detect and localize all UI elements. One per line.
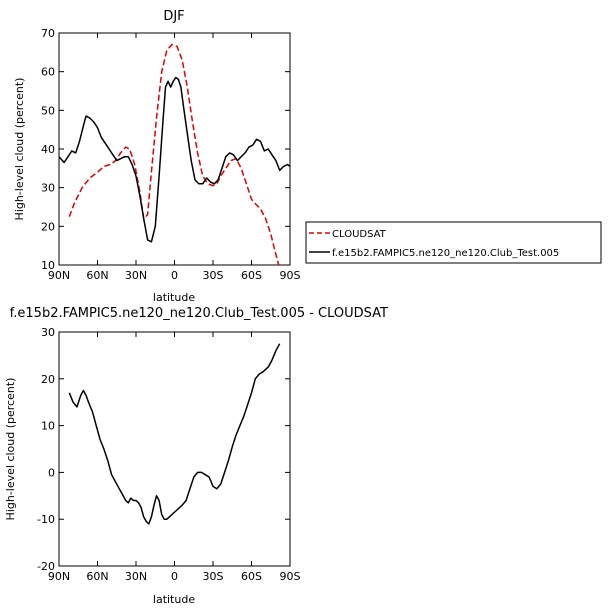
top-y-ticks: 10 20 30 40 50 60 70 (41, 27, 290, 272)
top-y-tick-label: 60 (41, 66, 55, 79)
bottom-y-tick-label: 30 (41, 326, 55, 339)
top-y-tick-label: 10 (41, 259, 55, 272)
top-x-tick-label: 60N (86, 269, 108, 282)
bottom-y-tick-label: -20 (37, 560, 55, 573)
legend-box (305, 221, 602, 264)
bottom-x-tick-label: 60S (241, 570, 262, 583)
top-x-tick-label: 30N (125, 269, 147, 282)
bottom-x-tick-label: 60N (86, 570, 108, 583)
bottom-plot-frame (58, 331, 291, 567)
legend-label-model: f.e15b2.FAMPIC5.ne120_ne120.Club_Test.00… (332, 248, 559, 259)
top-series-group (59, 43, 290, 265)
bottom-y-tick-label: 20 (41, 373, 55, 386)
bottom-x-ticks: 90N 60N 30N 0 30S 60S 90S (48, 332, 301, 583)
bottom-x-tick-label: 90N (48, 570, 70, 583)
bottom-x-tick-label: 0 (171, 570, 178, 583)
top-y-tick-label: 20 (41, 220, 55, 233)
top-series-line-1 (59, 76, 290, 243)
top-x-tick-label: 30S (203, 269, 224, 282)
top-x-tick-label: 90N (48, 269, 70, 282)
top-x-tick-label: 60S (241, 269, 262, 282)
legend-label-cloudsat: CLOUDSAT (332, 229, 387, 240)
legend: CLOUDSAT f.e15b2.FAMPIC5.ne120_ne120.Clu… (305, 221, 602, 264)
top-y-tick-label: 30 (41, 182, 55, 195)
top-chart: DJF 10 20 30 40 50 60 70 90N 60N 30N 0 30S 60S 90S H… (13, 9, 301, 304)
top-x-axis-label: latitude (153, 291, 195, 304)
top-y-tick-label: 50 (41, 104, 55, 117)
top-x-tick-label: 0 (171, 269, 178, 282)
bottom-chart-title: f.e15b2.FAMPIC5.ne120_ne120.Club_Test.00… (10, 306, 388, 321)
top-plot-frame (58, 32, 291, 266)
bottom-series-group (68, 343, 281, 525)
top-y-tick-label: 40 (41, 143, 55, 156)
bottom-y-ticks: -20 -10 0 10 20 30 (37, 326, 290, 573)
bottom-x-tick-label: 90S (280, 570, 301, 583)
top-series-line-0 (68, 43, 280, 265)
top-y-tick-label: 70 (41, 27, 55, 40)
bottom-x-tick-label: 30S (203, 570, 224, 583)
bottom-x-axis-label: latitude (153, 593, 195, 606)
top-x-tick-label: 90S (280, 269, 301, 282)
bottom-y-tick-label: -10 (37, 513, 55, 526)
bottom-y-tick-label: 10 (41, 420, 55, 433)
bottom-x-tick-label: 30N (125, 570, 147, 583)
bottom-y-axis-label: High-level cloud (percent) (4, 378, 17, 521)
bottom-y-tick-label: 0 (48, 466, 55, 479)
bottom-chart: f.e15b2.FAMPIC5.ne120_ne120.Club_Test.00… (4, 306, 388, 606)
top-x-ticks: 90N 60N 30N 0 30S 60S 90S (48, 33, 301, 282)
top-y-axis-label: High-level cloud (percent) (13, 78, 26, 221)
bottom-series-line-0 (68, 343, 281, 525)
top-chart-title: DJF (163, 9, 184, 24)
